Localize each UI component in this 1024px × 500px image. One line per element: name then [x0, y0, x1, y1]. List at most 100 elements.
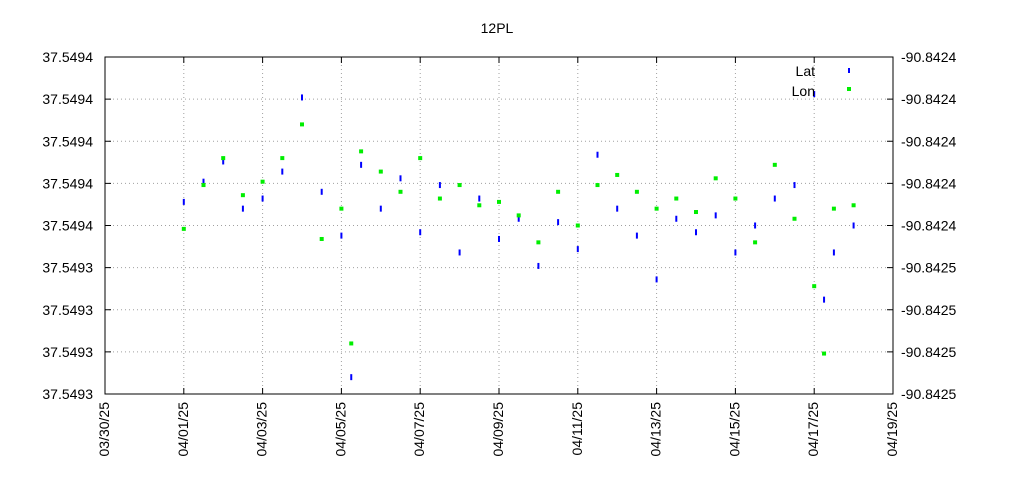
- data-point-lon: [733, 196, 738, 201]
- data-point-lat: [241, 205, 244, 212]
- legend-marker-lat: [848, 68, 850, 73]
- data-point-lon: [398, 189, 403, 194]
- data-point-lon: [792, 216, 797, 221]
- data-point-lat: [734, 249, 737, 256]
- data-point-lat: [458, 249, 461, 256]
- data-point-lon: [378, 169, 383, 174]
- data-point-lon: [615, 172, 620, 177]
- data-point-lat: [655, 276, 658, 283]
- data-point-lon: [181, 226, 186, 231]
- data-point-lat: [438, 182, 441, 189]
- data-point-lat: [773, 195, 776, 202]
- x-tick-label: 04/11/25: [569, 402, 585, 456]
- chart-title: 12PL: [481, 20, 514, 36]
- y-right-tick-label: -90.8424: [901, 91, 956, 107]
- series-lat: [182, 91, 855, 381]
- data-point-lon: [831, 206, 836, 211]
- data-point-lat: [320, 188, 323, 195]
- x-tick-label: 04/01/25: [175, 402, 191, 457]
- x-tick-label: 03/30/25: [96, 402, 112, 457]
- data-point-lon: [359, 149, 364, 154]
- data-point-lon: [477, 203, 482, 208]
- data-point-lat: [754, 222, 757, 229]
- data-point-lon: [634, 189, 639, 194]
- y-right-tick-label: -90.8425: [901, 386, 956, 402]
- data-point-lon: [822, 351, 827, 356]
- y-left-tick-label: 37.5493: [42, 344, 93, 360]
- data-point-lat: [261, 195, 264, 202]
- data-point-lon: [240, 193, 245, 198]
- data-point-lat: [182, 198, 185, 205]
- data-point-lat: [596, 151, 599, 158]
- data-point-lat: [576, 246, 579, 253]
- data-point-lat: [517, 215, 520, 222]
- data-point-lon: [201, 183, 206, 188]
- data-point-lon: [300, 122, 304, 127]
- data-point-lat: [823, 296, 826, 303]
- x-tick-label: 04/07/25: [411, 402, 427, 457]
- data-point-lon: [851, 203, 856, 208]
- data-point-lon: [339, 206, 344, 211]
- x-tick-label: 04/03/25: [254, 402, 270, 457]
- y-left-tick-label: 37.5493: [42, 260, 93, 276]
- data-point-lon: [516, 213, 521, 218]
- data-point-lat: [793, 182, 796, 189]
- x-tick-label: 04/13/25: [648, 402, 664, 457]
- data-point-lat: [379, 205, 382, 212]
- data-point-lon: [674, 196, 679, 201]
- data-point-lon: [654, 206, 659, 211]
- data-point-lat: [498, 235, 500, 242]
- legend-label-lat: Lat: [796, 63, 816, 79]
- data-point-lat: [537, 262, 540, 269]
- data-point-lat: [813, 91, 816, 98]
- x-axis-ticks: 03/30/25 04/01/25 04/03/25 04/05/25 04/07/25…: [96, 57, 900, 457]
- y-left-tick-label: 37.5494: [42, 133, 93, 149]
- data-point-lat: [281, 168, 284, 175]
- y-left-tick-label: 37.5494: [42, 49, 93, 65]
- y-right-tick-label: -90.8425: [901, 302, 956, 318]
- x-tick-label: 04/05/25: [332, 402, 348, 457]
- data-point-lat: [675, 215, 678, 222]
- data-point-lon: [221, 156, 226, 161]
- y-left-tick-label: 37.5493: [42, 302, 93, 318]
- y-left-tick-label: 37.5493: [42, 386, 93, 402]
- x-tick-label: 04/17/25: [805, 402, 821, 457]
- data-point-lat: [616, 205, 619, 212]
- y-right-tick-label: -90.8425: [901, 260, 956, 276]
- data-point-lat: [419, 229, 422, 236]
- data-point-lon: [280, 156, 285, 161]
- grid: [105, 57, 893, 394]
- legend: Lat Lon: [792, 63, 851, 99]
- y-left-tick-label: 37.5494: [42, 91, 93, 107]
- data-point-lon: [319, 236, 324, 241]
- data-point-lat: [360, 161, 363, 168]
- data-point-lat: [478, 195, 481, 202]
- data-point-lon: [595, 183, 600, 188]
- y-right-axis-ticks: -90.8425 -90.8425 -90.8425 -90.8425 -90.8424…: [887, 49, 956, 402]
- data-point-lat: [832, 249, 835, 256]
- data-point-lon: [457, 183, 462, 188]
- series-lon: [181, 122, 856, 356]
- data-point-lat: [695, 229, 697, 236]
- y-left-tick-label: 37.5494: [42, 218, 93, 234]
- data-point-lon: [497, 199, 501, 204]
- data-point-lon: [260, 179, 265, 184]
- data-point-lon: [575, 223, 580, 228]
- data-point-lon: [536, 240, 541, 245]
- y-right-tick-label: -90.8424: [901, 49, 956, 65]
- data-point-lon: [713, 176, 718, 181]
- data-point-lat: [202, 178, 205, 185]
- data-point-lat: [350, 374, 353, 381]
- data-point-lat: [635, 232, 638, 239]
- data-point-lat: [340, 232, 343, 239]
- data-point-lon: [556, 189, 561, 194]
- data-point-lat: [557, 219, 560, 226]
- y-right-tick-label: -90.8424: [901, 175, 956, 191]
- data-point-lon: [349, 341, 354, 346]
- y-right-tick-label: -90.8425: [901, 344, 956, 360]
- y-left-tick-label: 37.5494: [42, 175, 93, 191]
- data-point-lat: [222, 158, 225, 165]
- x-tick-label: 04/19/25: [884, 402, 900, 457]
- x-tick-label: 04/15/25: [726, 402, 742, 457]
